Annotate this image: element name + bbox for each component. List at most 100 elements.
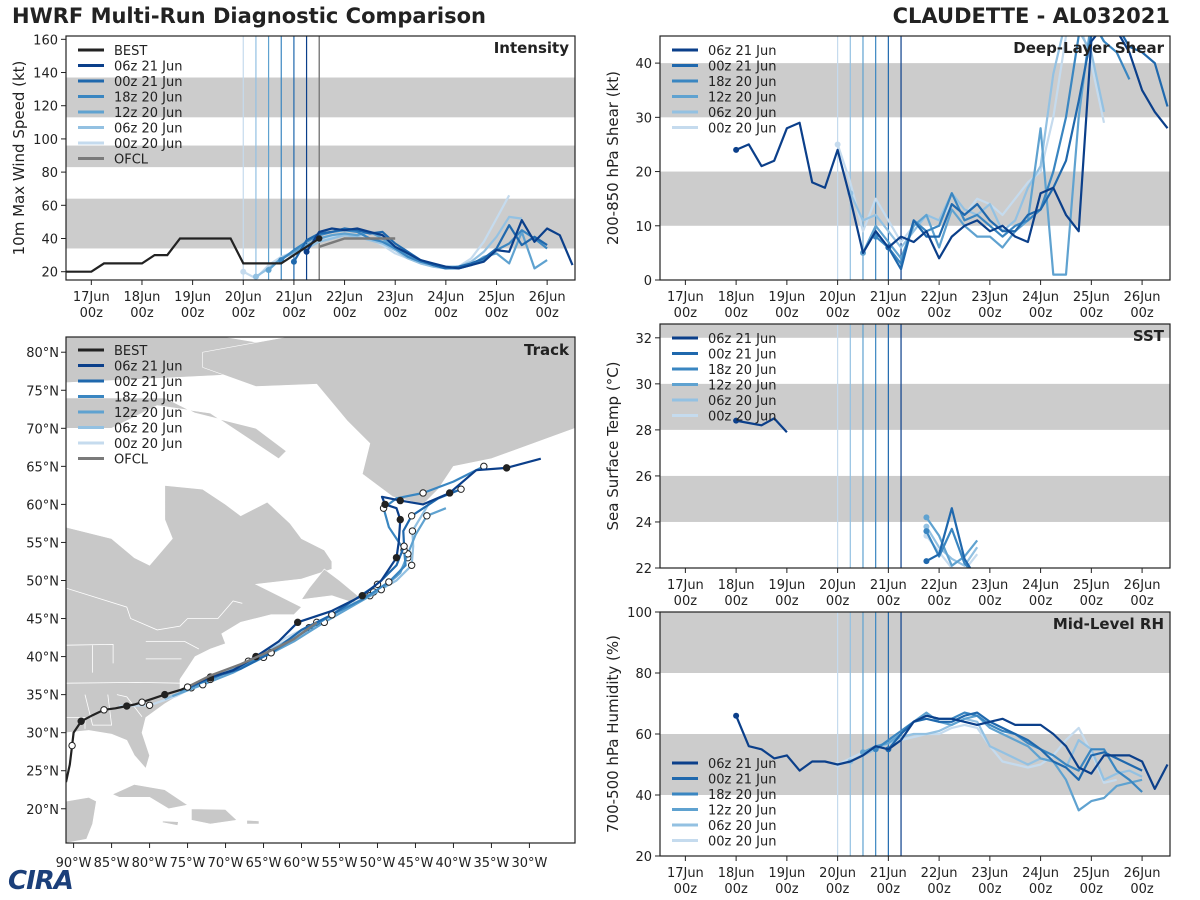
track-series-point [407,512,416,520]
shear-y-tick-label: 20 [635,166,652,181]
shear-plot-area [660,36,1170,280]
intensity-series-start-point [252,273,259,280]
intensity-legend-label: BEST [114,44,147,59]
shear-panel: 01020304017Jun00z18Jun00z19Jun00z20Jun00… [604,35,1171,321]
ofcl-track-line [187,621,318,689]
sst-y-tick-label: 22 [635,562,652,577]
shear-y-tick-label: 30 [635,111,652,126]
track-frame [65,336,576,844]
track-map-area [66,337,575,843]
track-lon-label: 90°W [56,856,92,871]
track-lat-label: 50°N [26,574,59,589]
sst-x-tick-label: 00z [978,594,1002,609]
sst-frame [659,323,1171,569]
rh-x-tick-label: 19Jun [768,866,805,881]
sst-plot-area [660,324,1170,568]
sst-legend-label: 06z 20 Jun [708,394,777,409]
track-series-line [187,457,542,689]
rh-panel: 2040608010017Jun00z18Jun00z19Jun00z20Jun… [604,606,1171,897]
track-series-point [392,553,401,562]
land-mass [246,819,260,825]
track-series-point [381,500,389,509]
shear-x-tick-label: 26Jun [1124,290,1161,305]
rh-x-tick-label: 00z [674,882,698,897]
sst-x-tick-label: 20Jun [819,578,856,593]
sst-x-tick-label: 00z [674,594,698,609]
shear-y-tick-label: 40 [635,57,652,72]
intensity-series-start-point [290,258,297,265]
land-mass [66,796,97,843]
track-legend-label: 12z 20 Jun [114,406,183,421]
shear-legend-label: 06z 21 Jun [708,44,777,59]
shear-x-tick-label: 23Jun [971,290,1008,305]
sst-x-tick-label: 00z [1080,594,1104,609]
track-legend-label: BEST [114,344,147,359]
track-lon-label: 40°W [435,856,471,871]
intensity-x-tick-label: 18Jun [124,290,161,305]
intensity-x-tick-label: 00z [434,306,458,321]
land-mass [162,820,179,826]
intensity-plot-area [66,36,575,280]
rh-panel-title: Mid-Level RH [1053,615,1164,633]
sst-series-line [925,526,979,567]
intensity-y-tick-label: 160 [33,33,58,48]
track-legend-label: 00z 20 Jun [114,437,183,452]
shear-x-tick-label: 00z [877,306,901,321]
track-legend-label: OFCL [114,453,149,468]
shear-x-tick-label: 00z [1130,306,1154,321]
storm-title: CLAUDETTE - AL032021 [892,4,1170,28]
intensity-legend-label: 06z 21 Jun [114,60,183,75]
intensity-x-tick-label: 00z [130,306,154,321]
rh-x-tick-label: 22Jun [921,866,958,881]
track-lat-label: 35°N [26,689,59,704]
shear-series-line [874,36,1131,265]
intensity-x-tick-label: 00z [232,306,256,321]
track-series-line [172,507,447,698]
intensity-y-tick-label: 100 [33,133,58,148]
track-series-point [502,464,511,472]
shear-x-tick-label: 00z [826,306,850,321]
best-track-point [123,702,131,710]
rh-x-tick-label: 21Jun [870,866,907,881]
shear-x-tick-label: 24Jun [1022,290,1059,305]
track-lat-label: 30°N [26,727,59,742]
best-track-point [183,683,192,691]
rh-series-line [735,714,1169,791]
shear-x-tick-label: 18Jun [718,290,755,305]
track-lat-label: 75°N [26,384,59,399]
best-track-point [138,698,146,706]
shear-series-start-point [834,141,841,148]
political-border [145,641,200,650]
intensity-x-tick-label: 20Jun [225,290,262,305]
sst-y-tick-label: 24 [635,516,652,531]
sst-band [660,475,1170,522]
intensity-x-tick-label: 00z [535,306,559,321]
sst-x-tick-label: 23Jun [971,578,1008,593]
land-mass [300,568,359,604]
sst-panel: 22242628303217Jun00z18Jun00z19Jun00z20Ju… [604,323,1171,609]
shear-x-tick-label: 17Jun [667,290,704,305]
intensity-y-tick-label: 80 [41,166,58,181]
shear-legend-label: 00z 21 Jun [708,60,777,75]
track-series-point [423,512,431,520]
rh-x-tick-label: 20Jun [819,866,856,881]
track-legend-label: 18z 20 Jun [114,391,183,406]
shear-x-tick-label: 00z [978,306,1002,321]
intensity-x-tick-label: 22Jun [326,290,363,305]
intensity-y-tick-label: 40 [41,233,58,248]
shear-x-tick-label: 00z [927,306,951,321]
sst-x-tick-label: 18Jun [718,578,755,593]
rh-x-tick-label: 00z [1029,882,1053,897]
shear-panel-title: Deep-Layer Shear [1013,39,1164,57]
intensity-series-start-point [265,267,272,274]
shear-x-tick-label: 25Jun [1073,290,1110,305]
track-series-point [396,496,404,505]
track-lon-label: 55°W [322,856,358,871]
track-lat-label: 80°N [26,346,59,361]
rh-legend-label: 00z 21 Jun [708,773,777,788]
rh-x-tick-label: 00z [877,882,901,897]
best-track-point [161,690,169,699]
rh-legend-label: 00z 20 Jun [708,835,777,850]
intensity-band [66,77,575,118]
intensity-x-tick-label: 00z [384,306,408,321]
